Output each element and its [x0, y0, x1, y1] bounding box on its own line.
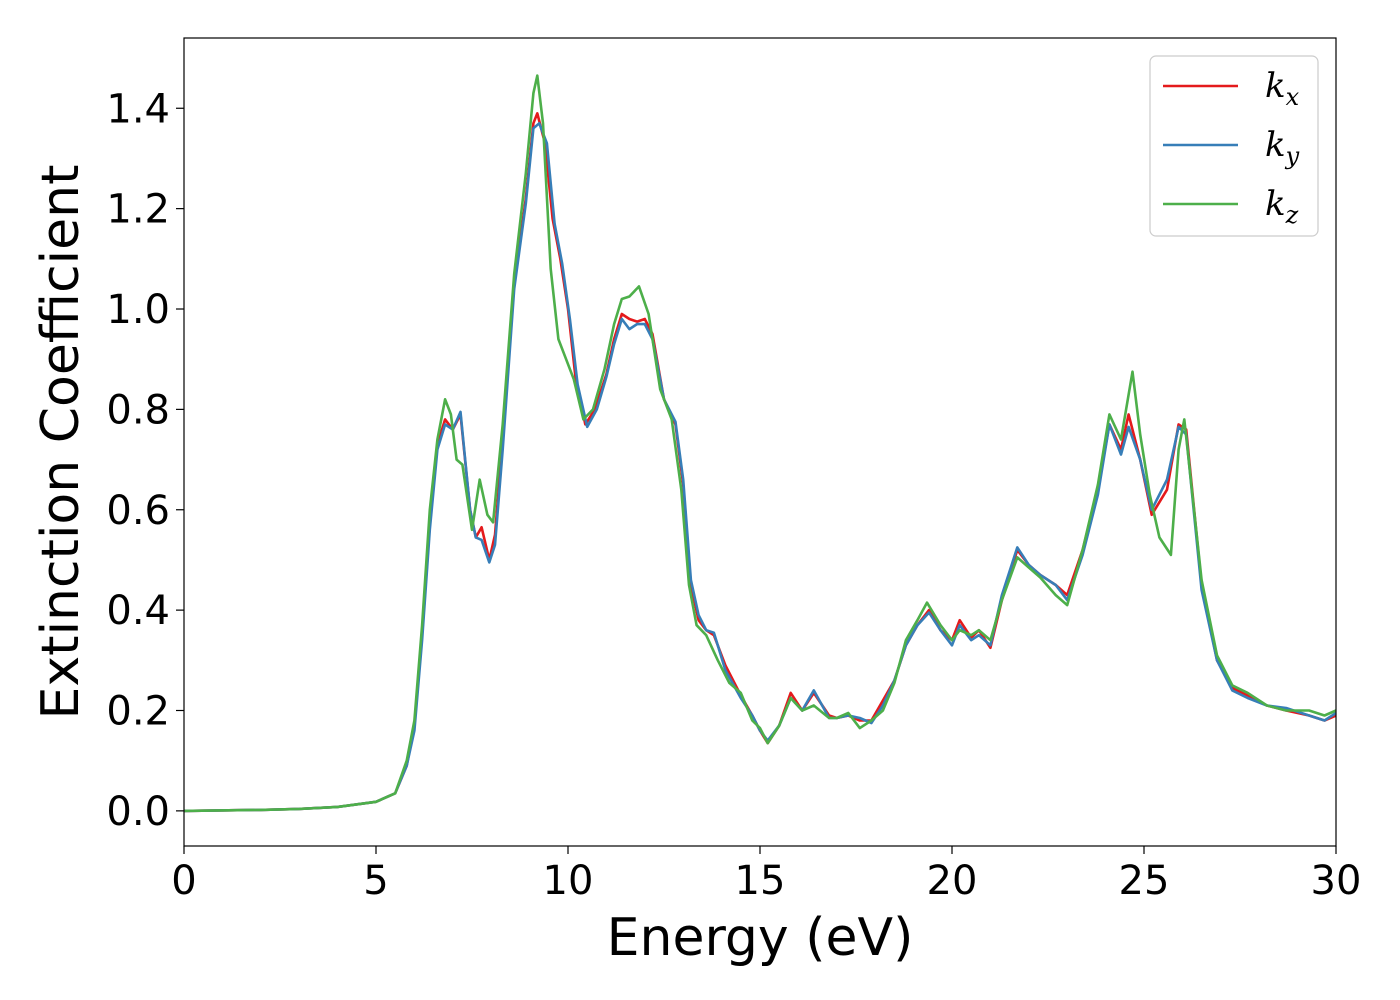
legend-label-y: ky	[1265, 125, 1300, 170]
series-line-z	[183, 74, 1337, 813]
y-tick-label: 0.2	[106, 688, 170, 734]
y-tick-label: 0.6	[106, 488, 170, 534]
x-axis-ticks: 0 5 10 15 20 25 30	[171, 846, 1361, 904]
x-tick-label: 20	[927, 858, 978, 904]
legend-label-z: kz	[1265, 184, 1299, 229]
x-axis-label: Energy (eV)	[607, 908, 914, 968]
y-tick-label: 1.4	[106, 86, 170, 132]
x-tick-label: 25	[1119, 858, 1170, 904]
y-tick-label: 0.4	[106, 588, 170, 634]
x-tick-label: 10	[543, 858, 594, 904]
x-tick-label: 15	[735, 858, 786, 904]
series-line-y	[183, 122, 1337, 813]
legend-label-x: kx	[1265, 66, 1300, 111]
legend-label-base: k	[1265, 125, 1286, 165]
x-tick-label: 0	[171, 858, 196, 904]
y-tick-label: 0.8	[106, 387, 170, 433]
y-axis-ticks: 0.0 0.2 0.4 0.6 0.8 1.0 1.2 1.4	[106, 86, 184, 835]
legend-label-subscript: y	[1285, 142, 1300, 170]
y-axis-label: Extinction Coefficient	[31, 165, 91, 720]
legend-label-subscript: x	[1286, 83, 1300, 111]
y-tick-label: 0.0	[106, 789, 170, 835]
x-tick-label: 5	[363, 858, 388, 904]
y-tick-label: 1.2	[106, 187, 170, 233]
series-layer	[183, 74, 1337, 813]
legend-label-subscript: z	[1285, 201, 1299, 229]
legend-label-base: k	[1265, 66, 1286, 106]
legend-label-base: k	[1265, 184, 1286, 224]
x-tick-label: 30	[1311, 858, 1362, 904]
y-tick-label: 1.0	[106, 287, 170, 333]
plot-area	[184, 38, 1336, 846]
